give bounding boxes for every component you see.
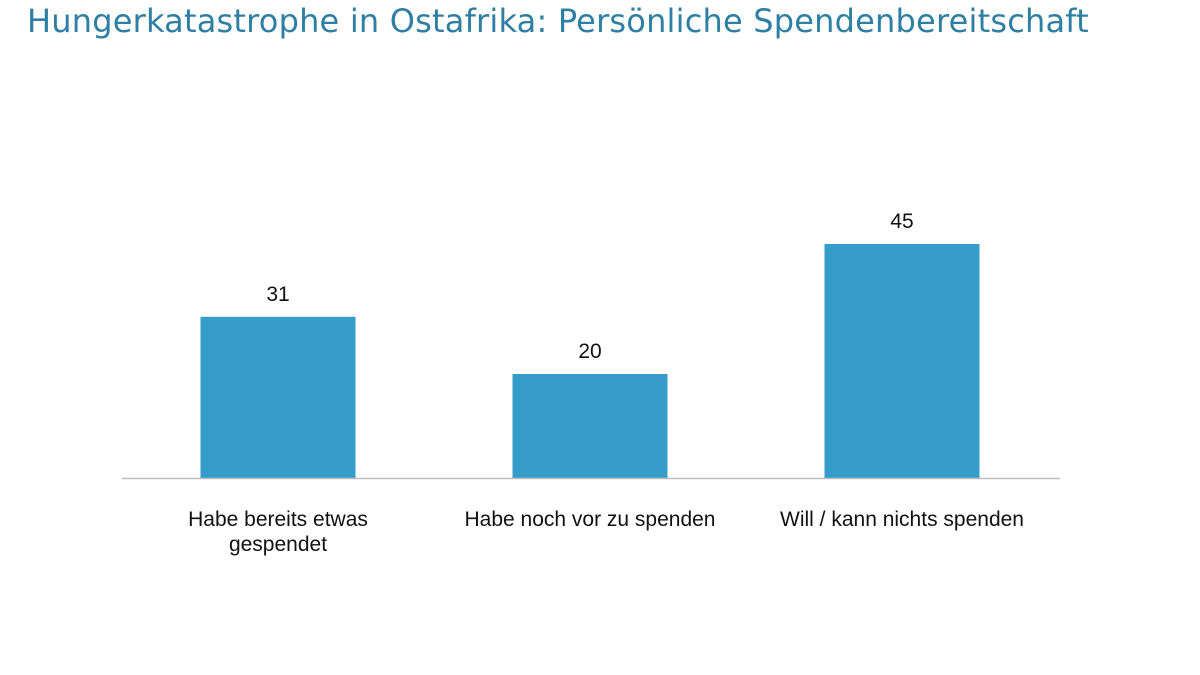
category-label-line: gespendet: [229, 533, 327, 556]
category-label-line: Habe bereits etwas: [188, 508, 368, 531]
bar-2: [512, 374, 668, 478]
category-label-1: Habe bereits etwas gespendet: [188, 508, 368, 556]
page-title: Hungerkatastrophe in Ostafrika: Persönli…: [27, 2, 1089, 40]
data-label-2: 20: [578, 340, 601, 363]
category-label-3: Will / kann nichts spenden: [780, 508, 1024, 531]
category-label-2: Habe noch vor zu spenden: [464, 508, 715, 531]
data-label-3: 45: [890, 210, 913, 233]
category-label-line: Will / kann nichts spenden: [780, 508, 1024, 531]
bar-1: [200, 316, 356, 478]
category-label-line: Habe noch vor zu spenden: [464, 508, 715, 531]
bar-3: [824, 244, 980, 478]
data-label-1: 31: [266, 283, 289, 306]
